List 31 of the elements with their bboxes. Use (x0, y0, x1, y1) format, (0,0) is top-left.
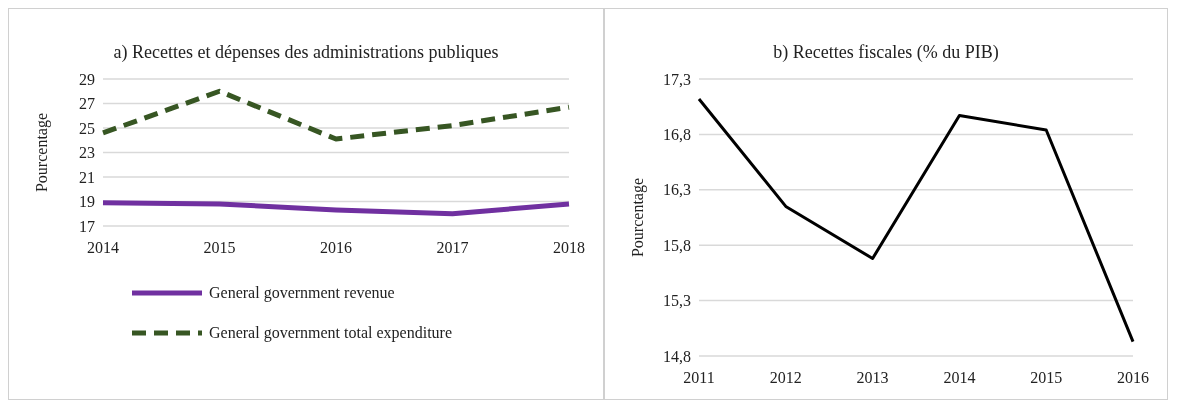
y-tick-label: 25 (79, 119, 95, 137)
y-tick-label: 27 (79, 95, 95, 113)
x-tick-label: 2013 (856, 369, 889, 387)
legend-label: General government revenue (209, 284, 395, 302)
x-tick-label: 2015 (1030, 369, 1063, 387)
legend-label: General government total expenditure (209, 324, 453, 342)
y-axis-title: Pourcentage (32, 112, 51, 193)
y-tick-label: 21 (79, 168, 95, 186)
x-tick-label: 2011 (683, 369, 715, 387)
y-tick-label: 23 (79, 144, 95, 162)
x-tick-label: 2016 (320, 239, 352, 257)
y-tick-label: 14,8 (663, 347, 691, 365)
y-tick-label: 17 (79, 217, 95, 235)
y-tick-label: 15,8 (663, 236, 691, 254)
x-tick-label: 2015 (203, 239, 236, 257)
y-tick-label: 19 (79, 193, 95, 211)
x-tick-label: 2014 (87, 239, 119, 257)
x-tick-label: 2016 (1117, 369, 1149, 387)
y-tick-label: 16,3 (663, 181, 691, 199)
x-tick-label: 2012 (769, 369, 802, 387)
y-tick-label: 15,3 (663, 292, 691, 310)
y-tick-label: 29 (79, 70, 95, 88)
line-series (697, 97, 1135, 344)
chart-title: a) Recettes et dépenses des administrations publiques (112, 41, 500, 64)
y-tick-label: 16,8 (663, 126, 691, 144)
x-tick-label: 2017 (436, 239, 469, 257)
y-tick-label: 17,3 (663, 70, 691, 88)
x-tick-label: 2018 (553, 239, 585, 257)
x-tick-label: 2014 (943, 369, 976, 387)
y-axis-title: Pourcentage (628, 177, 647, 258)
chart-title: b) Recettes fiscales (% du PIB) (772, 41, 1000, 64)
